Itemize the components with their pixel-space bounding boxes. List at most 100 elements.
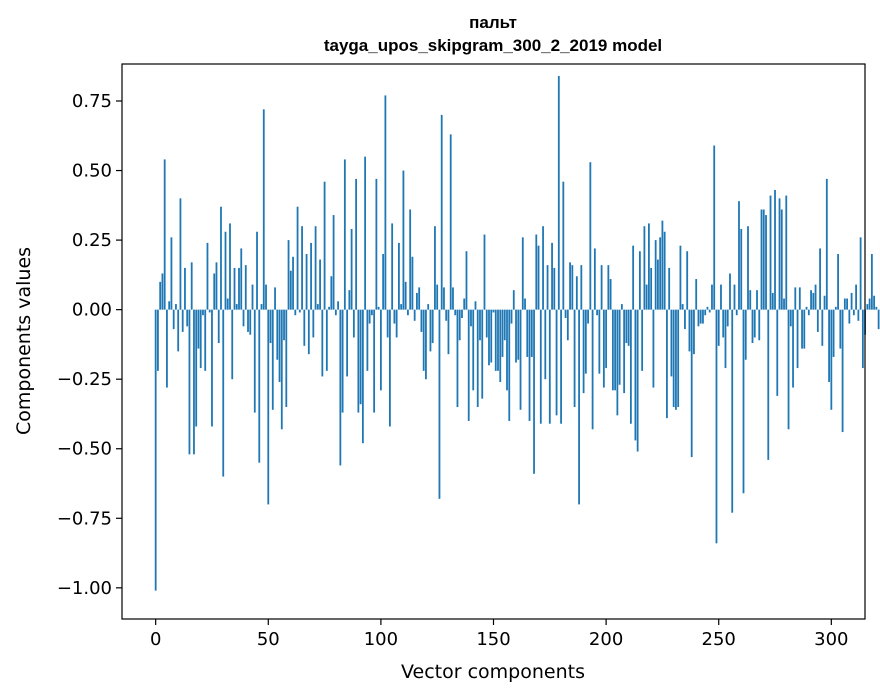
bar-248 [713, 145, 716, 310]
bar-23 [206, 242, 209, 310]
bar-298 [825, 178, 828, 310]
bar-37 [238, 267, 240, 310]
bar-321 [877, 309, 880, 330]
bar-94 [366, 309, 369, 371]
bar-98 [375, 178, 378, 310]
bar-127 [440, 114, 443, 310]
bar-266 [753, 309, 756, 338]
bar-49 [265, 284, 267, 310]
bar-293 [814, 284, 817, 310]
bar-130 [447, 309, 450, 355]
bar-83 [341, 309, 344, 413]
bar-33 [229, 223, 231, 310]
bar-46 [258, 309, 261, 463]
bar-287 [801, 309, 803, 349]
bar-258 [735, 309, 738, 316]
bar-117 [418, 287, 421, 310]
chart-title: пальт [469, 13, 517, 32]
bar-95 [368, 309, 371, 324]
bar-180 [560, 309, 562, 424]
bar-11 [179, 198, 182, 310]
bar-28 [217, 309, 220, 344]
bar-167 [530, 309, 533, 357]
bar-115 [413, 309, 416, 321]
bar-294 [816, 309, 819, 332]
bar-141 [472, 309, 475, 391]
x-tick-label: 200 [589, 629, 623, 650]
bar-285 [796, 309, 799, 369]
y-tick-label: 0.75 [72, 91, 112, 112]
bar-172 [542, 226, 544, 310]
bar-77 [328, 306, 330, 310]
bar-81 [337, 301, 339, 310]
bar-217 [643, 226, 646, 310]
bar-317 [868, 298, 871, 310]
bar-136 [461, 309, 463, 318]
bar-122 [429, 309, 432, 352]
bar-213 [634, 309, 637, 441]
y-tick-label: 0.50 [72, 161, 112, 182]
bar-270 [762, 209, 765, 310]
bar-220 [650, 267, 653, 310]
bar-8 [172, 309, 175, 330]
bar-86 [348, 290, 351, 310]
bar-182 [564, 309, 567, 318]
bar-145 [481, 309, 484, 399]
bar-245 [706, 306, 709, 310]
bar-100 [379, 309, 382, 391]
bar-264 [749, 290, 752, 310]
bar-165 [526, 309, 529, 357]
bar-12 [181, 309, 184, 332]
bar-252 [722, 309, 725, 338]
bar-89 [355, 178, 358, 310]
bar-43 [251, 284, 254, 310]
bar-137 [463, 298, 466, 310]
bar-22 [204, 309, 207, 371]
bar-223 [657, 259, 659, 310]
bar-39 [242, 309, 245, 327]
bar-296 [821, 309, 824, 346]
bar-196 [596, 309, 598, 316]
bar-114 [411, 256, 414, 310]
bar-65 [301, 226, 303, 310]
bar-152 [497, 309, 499, 371]
bar-249 [715, 309, 718, 544]
bar-237 [688, 309, 691, 352]
bar-124 [434, 226, 436, 310]
bar-48 [262, 109, 265, 310]
bar-316 [866, 304, 869, 310]
bar-205 [616, 309, 619, 416]
bar-155 [503, 309, 506, 341]
bar-118 [420, 309, 423, 332]
bar-227 [666, 309, 668, 419]
bar-256 [731, 309, 734, 513]
bar-51 [269, 309, 272, 344]
bar-144 [479, 309, 481, 341]
bar-228 [668, 267, 671, 310]
bar-282 [789, 309, 792, 327]
bar-202 [609, 279, 612, 310]
plot-frame [121, 63, 866, 620]
bar-126 [438, 309, 441, 499]
bar-75 [323, 181, 326, 310]
bar-108 [398, 242, 400, 310]
bar-177 [553, 267, 556, 310]
bar-41 [247, 309, 249, 332]
bar-109 [400, 304, 403, 310]
bar-306 [843, 298, 846, 310]
bar-176 [551, 242, 553, 310]
bar-234 [681, 304, 684, 310]
y-tick-label: −0.25 [57, 369, 112, 390]
bar-123 [431, 309, 434, 344]
bar-56 [280, 309, 283, 430]
bar-27 [215, 262, 218, 310]
bar-132 [452, 287, 454, 310]
bar-103 [386, 309, 389, 338]
bar-96 [370, 309, 373, 316]
bar-52 [271, 309, 274, 410]
bar-222 [654, 240, 657, 310]
bar-25 [211, 309, 213, 427]
bar-7 [170, 237, 173, 310]
bar-289 [805, 306, 808, 310]
bar-265 [751, 309, 754, 344]
